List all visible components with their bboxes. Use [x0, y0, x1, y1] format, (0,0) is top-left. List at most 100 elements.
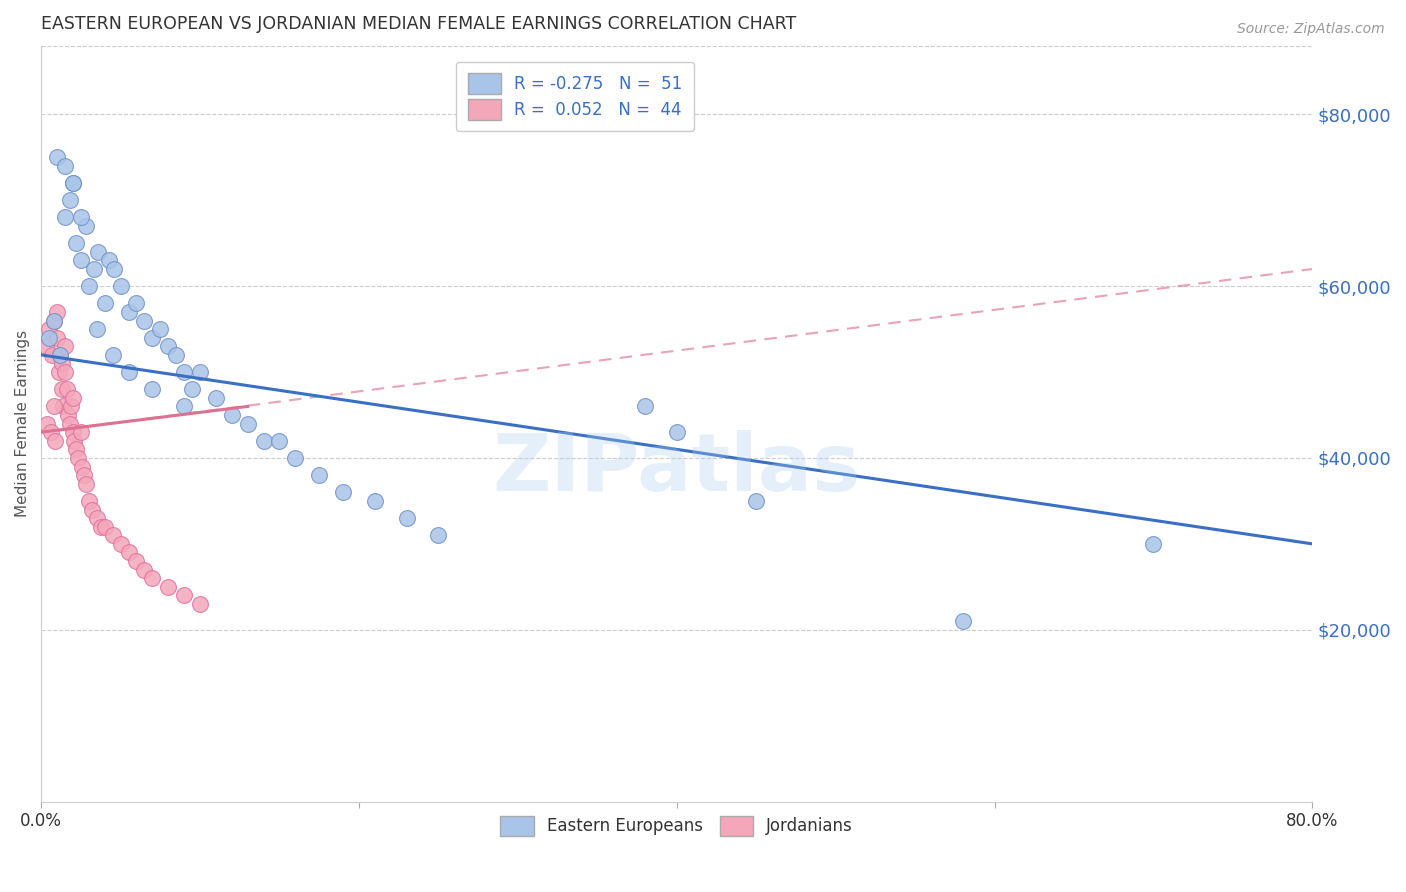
Text: EASTERN EUROPEAN VS JORDANIAN MEDIAN FEMALE EARNINGS CORRELATION CHART: EASTERN EUROPEAN VS JORDANIAN MEDIAN FEM… — [41, 15, 796, 33]
Point — [66, 450, 89, 465]
Point — [101, 528, 124, 542]
Point — [63, 434, 86, 448]
Point — [44, 434, 66, 448]
Point — [49, 348, 72, 362]
Point — [53, 159, 76, 173]
Point — [62, 425, 84, 440]
Point — [101, 348, 124, 362]
Point — [86, 322, 108, 336]
Point — [125, 554, 148, 568]
Text: Source: ZipAtlas.com: Source: ZipAtlas.com — [1237, 22, 1385, 37]
Point — [59, 194, 82, 208]
Point — [93, 296, 115, 310]
Point — [65, 236, 87, 251]
Point — [269, 434, 291, 448]
Point — [332, 485, 354, 500]
Point — [1142, 537, 1164, 551]
Point — [134, 313, 156, 327]
Point — [72, 459, 94, 474]
Point — [56, 408, 79, 422]
Point — [236, 417, 259, 431]
Point — [221, 408, 243, 422]
Point — [188, 365, 211, 379]
Point — [117, 305, 139, 319]
Point — [205, 391, 228, 405]
Point — [149, 322, 172, 336]
Point — [188, 597, 211, 611]
Point — [308, 468, 330, 483]
Point — [42, 313, 65, 327]
Point — [62, 176, 84, 190]
Text: ZIPatlas: ZIPatlas — [492, 430, 860, 508]
Point — [73, 468, 96, 483]
Point — [42, 400, 65, 414]
Point — [110, 279, 132, 293]
Point — [69, 253, 91, 268]
Point — [665, 425, 688, 440]
Point — [173, 365, 195, 379]
Point — [80, 502, 103, 516]
Point — [53, 365, 76, 379]
Point — [86, 511, 108, 525]
Point — [141, 331, 163, 345]
Point — [49, 348, 72, 362]
Point — [98, 253, 121, 268]
Point — [117, 545, 139, 559]
Point — [173, 589, 195, 603]
Point — [52, 400, 75, 414]
Point — [62, 391, 84, 405]
Point — [37, 417, 59, 431]
Point — [51, 382, 73, 396]
Point — [38, 331, 60, 345]
Point — [87, 244, 110, 259]
Point — [69, 425, 91, 440]
Point — [83, 262, 105, 277]
Point — [181, 382, 204, 396]
Point — [60, 400, 83, 414]
Point — [65, 442, 87, 457]
Point — [284, 450, 307, 465]
Point — [117, 365, 139, 379]
Point — [35, 339, 58, 353]
Point — [53, 339, 76, 353]
Point — [46, 305, 69, 319]
Point — [77, 279, 100, 293]
Point — [53, 211, 76, 225]
Point — [46, 331, 69, 345]
Point — [69, 211, 91, 225]
Point — [634, 400, 657, 414]
Point — [364, 494, 387, 508]
Point — [39, 425, 62, 440]
Point — [157, 339, 180, 353]
Point — [745, 494, 768, 508]
Point — [141, 382, 163, 396]
Point — [141, 571, 163, 585]
Point — [110, 537, 132, 551]
Point — [395, 511, 418, 525]
Legend: Eastern Europeans, Jordanians: Eastern Europeans, Jordanians — [491, 805, 863, 847]
Point — [55, 382, 77, 396]
Point — [125, 296, 148, 310]
Point — [165, 348, 187, 362]
Point — [42, 313, 65, 327]
Point — [157, 580, 180, 594]
Point — [93, 519, 115, 533]
Point — [134, 563, 156, 577]
Point — [90, 519, 112, 533]
Point — [952, 614, 974, 628]
Point — [38, 322, 60, 336]
Point — [75, 219, 97, 233]
Point — [75, 476, 97, 491]
Point — [427, 528, 450, 542]
Point — [51, 357, 73, 371]
Point — [62, 176, 84, 190]
Point — [41, 348, 63, 362]
Point — [173, 400, 195, 414]
Point — [252, 434, 274, 448]
Point — [48, 365, 70, 379]
Y-axis label: Median Female Earnings: Median Female Earnings — [15, 330, 30, 517]
Point — [77, 494, 100, 508]
Point — [46, 150, 69, 164]
Point — [59, 417, 82, 431]
Point — [103, 262, 125, 277]
